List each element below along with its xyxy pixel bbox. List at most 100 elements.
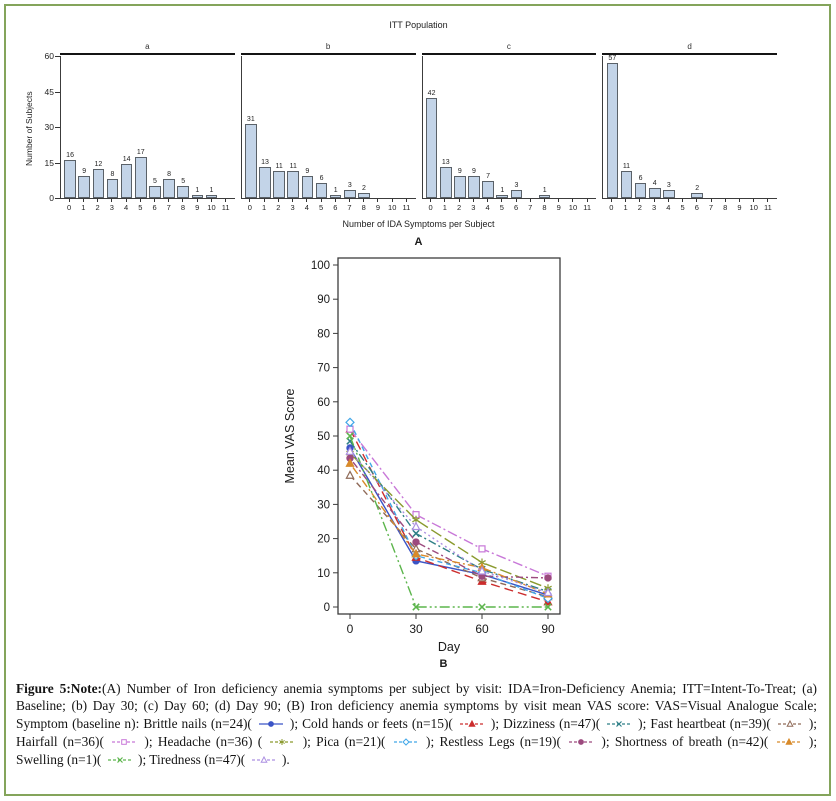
histogram-bar [510, 190, 523, 198]
panel-a-histograms: a 16 9 12 8 14 17 5 8 5 1 1 0 1 2 3 4 5 6 7 8 9 10 11 b 31 13 11 11 9… [60, 42, 777, 212]
bar-value-label: 3 [666, 182, 671, 190]
legend-swatch-marker [267, 721, 274, 728]
legend-swatch-tiredness [251, 755, 276, 763]
histogram-bar [634, 183, 647, 198]
panel-a-yaxis: 0 15 30 45 60 [34, 52, 60, 202]
ytick-label: 50 [317, 431, 330, 443]
histogram-bar [482, 180, 494, 198]
histogram-bar-slot: 2 [690, 185, 704, 198]
figure-caption: Figure 5:Note:(A) Number of Iron deficie… [16, 680, 818, 767]
histogram-bar [177, 185, 189, 198]
bar-value-label: 8 [167, 170, 171, 178]
histogram-bar [205, 195, 218, 198]
ytick-label: 40 [317, 465, 330, 477]
histogram-bar-slot: 13 [439, 159, 453, 198]
histogram-panel-label: b [240, 42, 416, 55]
histogram-panel-d: d 57 11 6 4 3 2 0 1 2 3 4 5 6 7 8 9 10 11 [602, 42, 777, 212]
histogram-panel-b: b 31 13 11 11 9 6 1 3 2 0 1 2 3 4 5 6 7 8 9 10 11 [240, 42, 416, 212]
panel-b-letter: B [439, 657, 448, 670]
histogram-xtick-marks [422, 198, 597, 202]
histogram-bar-slot: 3 [509, 182, 523, 198]
marker-x [411, 529, 420, 537]
histogram-panel-label: c [421, 42, 597, 55]
histogram-xtick-marks [60, 198, 235, 202]
bar-value-label: 9 [82, 168, 87, 176]
ytick-label: 20 [317, 533, 330, 545]
legend-swatch-fast-heartbeat [777, 720, 802, 727]
legend-swatch-shortness-of-breath [776, 737, 801, 745]
histogram-bar-slot: 6 [634, 175, 648, 198]
legend-swatch-marker [279, 738, 286, 745]
ytick-label: 60 [317, 396, 330, 408]
legend-swatch-marker [578, 739, 585, 745]
histogram-bar [663, 190, 675, 198]
histogram-bar-slot: 31 [244, 116, 258, 198]
histogram-bar-slot: 11 [272, 163, 286, 198]
marker-triangle [344, 445, 355, 455]
histogram-bar-slot: 9 [300, 168, 314, 198]
histogram-bar-slot: 1 [329, 187, 343, 198]
bar-value-label: 7 [486, 172, 491, 180]
histogram-xtick-marks [602, 198, 777, 202]
panel-a-ytick-label: 30 [44, 122, 54, 132]
histogram-bar [92, 169, 105, 198]
ytick-label: 30 [317, 499, 330, 511]
ytick-label: 80 [317, 328, 330, 340]
marker-triangle [344, 457, 355, 467]
histogram-bar [273, 171, 285, 198]
histogram-bar-slot: 12 [91, 161, 105, 198]
histogram-bar-slot: 8 [105, 171, 119, 198]
histogram-bar-slot: 1 [495, 187, 509, 198]
bar-value-label: 1 [195, 187, 200, 195]
panel-a-plot-row: Number of Subjects 0 15 30 45 60 a 16 9 12 8 14 17… [20, 42, 777, 212]
bar-value-label: 11 [275, 163, 283, 171]
panel-a-ylabel-column: Number of Subjects [20, 42, 34, 202]
histogram-bar [538, 195, 551, 198]
histogram-bar-slot: 2 [357, 185, 371, 198]
histogram-bar [78, 176, 90, 198]
panel-a-ylabel: Number of Subjects [24, 91, 34, 166]
histogram-bar-slot: 5 [148, 178, 162, 198]
histogram-bar-slot: 14 [120, 156, 134, 198]
marker-x [411, 602, 420, 611]
marker-triangle [410, 520, 421, 530]
series-line-headache [349, 452, 548, 589]
panel-a-ytick-mark [55, 198, 60, 199]
marker-x [543, 602, 552, 611]
marker-triangle [344, 469, 355, 479]
histogram-bar-slot: 3 [662, 182, 676, 198]
panel-b: 0 10 20 30 40 50 60 70 80 90 100 0 30 60 90 Mean VAS Sc… [6, 252, 829, 670]
histogram-panel-label: d [602, 42, 777, 55]
bar-value-label: 14 [122, 156, 131, 164]
bar-value-label: 6 [319, 175, 324, 183]
histogram-plot-area: 42 13 9 9 7 1 3 1 [421, 55, 597, 199]
xtick-label: 0 [346, 622, 353, 636]
marker-circle [411, 537, 420, 546]
bar-value-label: 11 [289, 163, 297, 171]
marker-circle [543, 573, 552, 582]
histogram-bar-slot: 9 [77, 168, 91, 198]
marker-triangle [476, 565, 487, 575]
histogram-bar-slot: 5 [176, 178, 190, 198]
histogram-bar-slot: 9 [467, 168, 481, 198]
series-line-pica [348, 421, 548, 599]
bar-value-label: 6 [638, 175, 643, 183]
histogram-panel-label: a [60, 42, 235, 55]
bar-value-label: 12 [94, 161, 103, 169]
bar-value-label: 9 [457, 168, 462, 176]
histogram-bar [149, 185, 161, 198]
panel-a-letter: A [414, 235, 423, 248]
legend-swatch-marker [116, 756, 123, 763]
marker-x [477, 602, 486, 611]
ytick-label: 70 [317, 362, 330, 374]
caption-heading: Figure 5:Note: [16, 680, 103, 696]
histogram-bar-slot: 1 [204, 187, 218, 198]
bar-value-label: 13 [261, 158, 269, 166]
histogram-bar [245, 124, 257, 198]
histogram-xtick-labels: 0 1 2 3 4 5 6 7 8 9 10 11 [67, 202, 230, 212]
bar-value-label: 1 [209, 187, 214, 195]
bar-value-label: 9 [472, 168, 476, 176]
histogram-xtick-marks [241, 198, 416, 202]
series-line-swelling [348, 435, 548, 608]
legend-swatch-brittle-nails [258, 721, 283, 728]
